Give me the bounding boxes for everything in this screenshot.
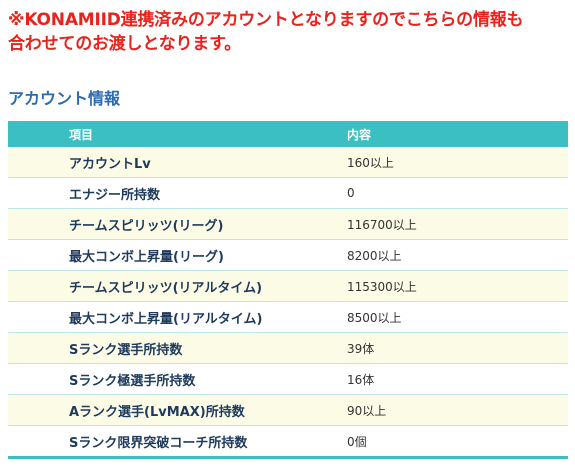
table-row: 最大コンボ上昇量(リーグ) 8200以上 (8, 239, 568, 271)
notice-text: ※KONAMIID連携済みのアカウントとなりますのでこちらの情報も 合わせてのお… (8, 8, 570, 56)
table-row: Sランク限界突破コーチ所持数 0個 (8, 425, 568, 459)
table-row: Sランク極選手所持数 16体 (8, 363, 568, 395)
table-row: アカウントLv 160以上 (8, 147, 568, 178)
table-row: Sランク選手所持数 39体 (8, 332, 568, 364)
notice-line-1: ※KONAMIID連携済みのアカウントとなりますのでこちらの情報も (8, 10, 524, 30)
row-item-label: Sランク極選手所持数 (8, 363, 347, 395)
row-item-value: 0個 (347, 425, 568, 459)
row-item-value: 8200以上 (347, 239, 568, 271)
row-item-value: 39体 (347, 332, 568, 364)
table-row: エナジー所持数 0 (8, 177, 568, 209)
section-title: アカウント情報 (8, 89, 121, 108)
header-item: 項目 (8, 121, 347, 147)
row-item-value: 160以上 (347, 147, 568, 178)
row-item-value: 116700以上 (347, 208, 568, 240)
row-item-value: 16体 (347, 363, 568, 395)
row-item-label: Sランク選手所持数 (8, 332, 347, 364)
table-header-row: 項目 内容 (8, 121, 568, 147)
table-row: 最大コンボ上昇量(リアルタイム) 8500以上 (8, 301, 568, 333)
row-item-value: 0 (347, 177, 568, 209)
account-info-table: 項目 内容 アカウントLv 160以上 エナジー所持数 0 チームスピリッツ(リ… (8, 121, 568, 459)
notice-line-2: 合わせてのお渡しとなります。 (8, 34, 241, 54)
row-item-value: 115300以上 (347, 270, 568, 302)
row-item-label: 最大コンボ上昇量(リーグ) (8, 239, 347, 271)
row-item-label: Sランク限界突破コーチ所持数 (8, 425, 347, 459)
row-item-label: エナジー所持数 (8, 177, 347, 209)
row-item-label: アカウントLv (8, 147, 347, 178)
row-item-label: Aランク選手(LvMAX)所持数 (8, 394, 347, 426)
table-row: Aランク選手(LvMAX)所持数 90以上 (8, 394, 568, 426)
row-item-label: チームスピリッツ(リアルタイム) (8, 270, 347, 302)
table-row: チームスピリッツ(リーグ) 116700以上 (8, 208, 568, 240)
row-item-value: 90以上 (347, 394, 568, 426)
row-item-value: 8500以上 (347, 301, 568, 333)
row-item-label: チームスピリッツ(リーグ) (8, 208, 347, 240)
row-item-label: 最大コンボ上昇量(リアルタイム) (8, 301, 347, 333)
header-value: 内容 (347, 121, 568, 147)
table-row: チームスピリッツ(リアルタイム) 115300以上 (8, 270, 568, 302)
